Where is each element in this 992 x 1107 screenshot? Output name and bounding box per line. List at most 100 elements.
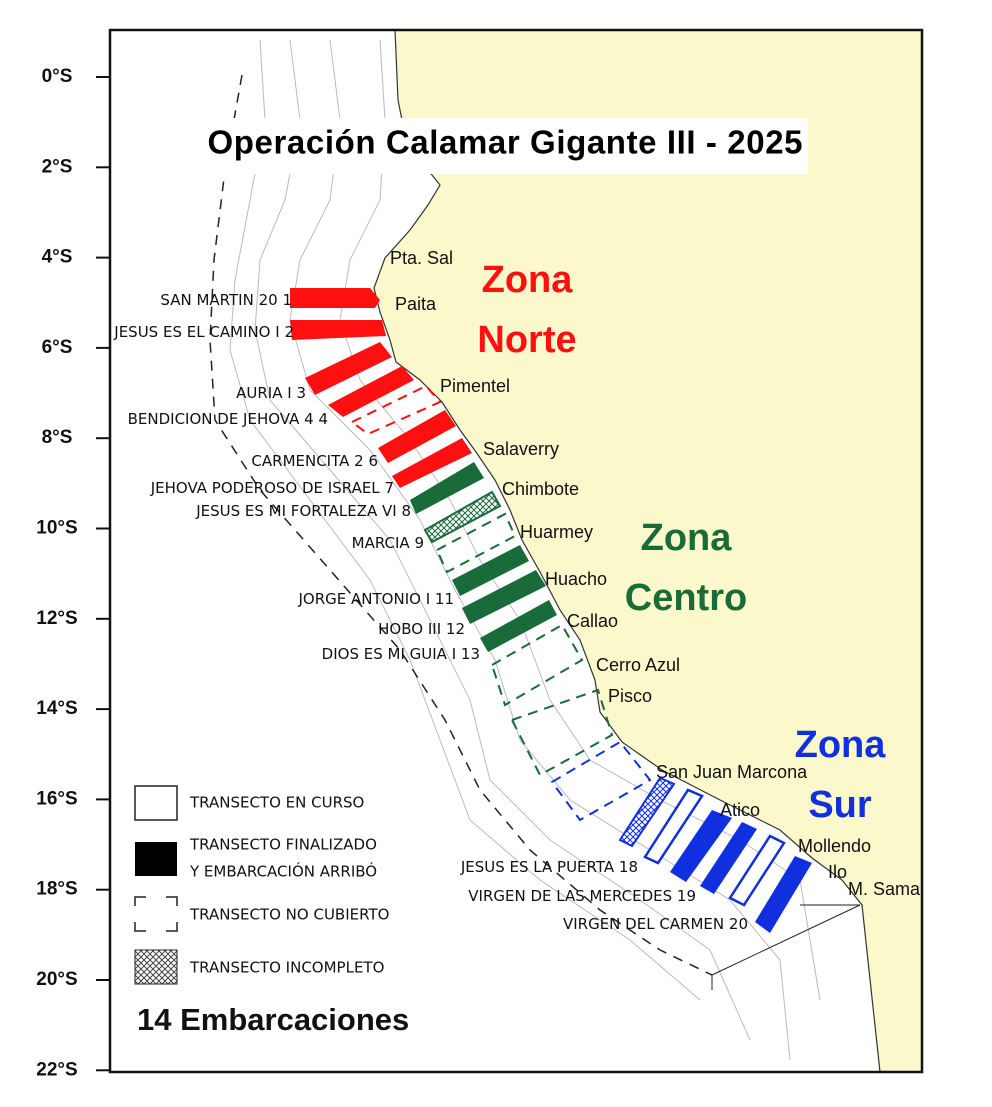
vessel-number: 12 xyxy=(446,620,465,638)
latitude-label: 8°S xyxy=(42,427,73,448)
transect xyxy=(490,623,584,707)
vessel-label: CARMENCITA 2 6 xyxy=(251,452,378,470)
vessel-label: JESUS ES EL CAMINO I 2 xyxy=(113,323,294,341)
transect xyxy=(618,776,676,848)
transect xyxy=(328,366,414,417)
land xyxy=(373,29,923,1073)
vessel-label: BENDICION DE JEHOVA 4 4 xyxy=(128,410,328,428)
vessel-name: JESUS ES EL CAMINO I xyxy=(113,323,279,341)
vessel-name: BENDICION DE JEHOVA 4 xyxy=(128,410,314,428)
vessel-label: VIRGEN DE LAS MERCEDES 19 xyxy=(468,887,696,905)
vessel-number: 18 xyxy=(619,858,638,876)
place-label: Pta. Sal xyxy=(390,248,453,268)
legend-label: TRANSECTO EN CURSO xyxy=(189,794,364,812)
place-label: Mollendo xyxy=(798,836,871,856)
legend-symbol-hatched xyxy=(134,949,178,985)
latitude-label: 20°S xyxy=(36,969,77,990)
latitude-label: 22°S xyxy=(36,1059,77,1080)
vessel-label: JEHOVA PODEROSO DE ISRAEL 7 xyxy=(150,479,394,497)
latitude-label: 0°S xyxy=(42,66,73,87)
vessel-label: JESUS ES MI FORTALEZA VI 8 xyxy=(195,502,411,520)
vessel-number: 1 xyxy=(282,291,292,309)
transect xyxy=(378,410,456,463)
vessel-name: VIRGEN DE LAS MERCEDES xyxy=(468,887,672,905)
vessel-name: MARCIA xyxy=(352,534,411,552)
vessel-name: AURIA I xyxy=(236,384,292,402)
place-label: Pisco xyxy=(608,686,652,706)
transects xyxy=(290,288,812,933)
vessel-name: DIOS ES MI GUIA I xyxy=(322,645,456,663)
vessel-name: SAN MARTIN 20 xyxy=(160,291,277,309)
zone-boundary xyxy=(711,904,861,990)
transect xyxy=(700,822,757,894)
place-label: Chimbote xyxy=(502,479,579,499)
vessel-name: VIRGEN DEL CARMEN xyxy=(563,915,724,933)
transect xyxy=(305,342,392,395)
place-label: M. Sama xyxy=(848,879,921,899)
vessel-number: 19 xyxy=(677,887,696,905)
place-label: Salaverry xyxy=(483,439,559,459)
vessel-number: 7 xyxy=(384,479,394,497)
legend-symbol-dashed xyxy=(134,896,178,932)
vessel-label: SAN MARTIN 20 1 xyxy=(160,291,292,309)
transect xyxy=(643,788,704,865)
vessel-number: 2 xyxy=(284,323,294,341)
vessel-name: JESUS ES LA PUERTA xyxy=(460,858,615,876)
transect xyxy=(392,438,472,488)
vessel-name: JESUS ES MI FORTALEZA VI xyxy=(195,502,396,520)
zone-label: Zona xyxy=(795,724,887,766)
transect xyxy=(510,688,614,777)
depth-contours xyxy=(229,39,821,1061)
latitude-label: 10°S xyxy=(36,518,77,539)
footer: 14 Embarcaciones xyxy=(137,1002,409,1037)
transect xyxy=(728,834,786,907)
transect xyxy=(290,320,386,340)
vessel-name: CARMENCITA 2 xyxy=(251,452,363,470)
place-label: Huarmey xyxy=(520,522,593,542)
zone-label: Centro xyxy=(625,577,747,619)
vessel-label: MARCIA 9 xyxy=(352,534,424,552)
vessel-label: JORGE ANTONIO I 11 xyxy=(298,590,455,608)
legend-label: TRANSECTO FINALIZADO xyxy=(189,836,377,854)
vessel-number: 20 xyxy=(729,915,748,933)
vessel-label: DIOS ES MI GUIA I 13 xyxy=(322,645,480,663)
vessel-name: JEHOVA PODEROSO DE ISRAEL xyxy=(150,479,381,497)
transect xyxy=(480,600,557,652)
place-label: Huacho xyxy=(545,569,607,589)
vessel-label: HOBO III 12 xyxy=(378,620,465,638)
latitude-label: 14°S xyxy=(36,698,77,719)
legend-symbol-finished xyxy=(135,842,177,876)
latitude-label: 6°S xyxy=(42,337,73,358)
transect xyxy=(423,490,502,544)
vessel-number: 4 xyxy=(318,410,328,428)
transect xyxy=(452,545,529,596)
latitude-label: 4°S xyxy=(42,247,73,268)
place-label: Pimentel xyxy=(440,376,510,396)
vessel-number: 6 xyxy=(368,452,378,470)
latitude-label: 2°S xyxy=(42,156,73,177)
zone-label: Zona xyxy=(482,259,574,301)
place-label: Callao xyxy=(567,611,618,631)
zone-label: Norte xyxy=(477,319,576,361)
vessel-number: 9 xyxy=(414,534,424,552)
legend-label: TRANSECTO NO CUBIERTO xyxy=(189,906,389,924)
legend-label: Y EMBARCACIÓN ARRIBÓ xyxy=(189,862,377,881)
zone-label: Zona xyxy=(641,517,733,559)
latitude-label: 12°S xyxy=(36,608,77,629)
vessel-number: 8 xyxy=(401,502,411,520)
transect xyxy=(462,570,546,624)
place-label: Paita xyxy=(395,294,437,314)
place-label: Atico xyxy=(720,800,760,820)
place-label: Ilo xyxy=(828,862,847,882)
transect xyxy=(550,740,652,822)
vessel-label: VIRGEN DEL CARMEN 20 xyxy=(563,915,748,933)
vessel-number: 3 xyxy=(296,384,306,402)
latitude-label: 16°S xyxy=(36,788,77,809)
vessel-label: AURIA I 3 xyxy=(236,384,306,402)
title-box xyxy=(200,118,808,174)
transect xyxy=(435,512,517,574)
vessel-number: 11 xyxy=(435,590,454,608)
vessel-name: JORGE ANTONIO I xyxy=(298,590,431,608)
transect xyxy=(290,288,380,308)
